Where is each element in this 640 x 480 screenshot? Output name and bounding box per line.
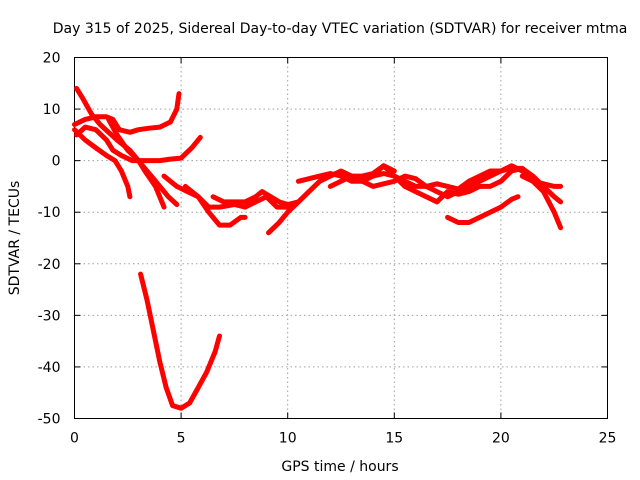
x-tick-label: 15 bbox=[385, 431, 403, 447]
x-tick-labels: 0 5 10 15 20 25 bbox=[70, 431, 616, 447]
y-tick-label: -10 bbox=[38, 205, 61, 221]
plot-frame bbox=[74, 57, 608, 419]
series-line-track-2 bbox=[72, 91, 182, 135]
series-line-track-10 bbox=[295, 165, 525, 200]
x-tick-label: 25 bbox=[599, 431, 617, 447]
series-layer bbox=[72, 85, 564, 411]
y-tick-label: -20 bbox=[38, 257, 61, 273]
series-line-track-6 bbox=[161, 173, 301, 210]
series-line-track-5 bbox=[106, 116, 167, 210]
series-line-track-9 bbox=[266, 199, 301, 236]
x-tick-label: 0 bbox=[70, 431, 79, 447]
y-tick-label: 20 bbox=[43, 51, 61, 67]
x-axis-label: GPS time / hours bbox=[281, 459, 398, 475]
grid-lines bbox=[74, 57, 608, 419]
series-line-track-15 bbox=[138, 271, 222, 411]
series-line-track-3 bbox=[72, 127, 133, 200]
x-tick-label: 5 bbox=[177, 431, 186, 447]
y-tick-labels: -50 -40 -30 -20 -10 0 10 20 bbox=[38, 51, 61, 428]
axis-ticks bbox=[74, 57, 608, 419]
x-tick-label: 20 bbox=[492, 431, 510, 447]
chart-title: Day 315 of 2025, Sidereal Day-to-day VTE… bbox=[53, 21, 628, 37]
y-tick-label: -30 bbox=[38, 308, 61, 324]
y-tick-label: 10 bbox=[43, 102, 61, 118]
y-tick-label: 0 bbox=[52, 154, 61, 170]
y-tick-label: -50 bbox=[38, 412, 61, 428]
x-tick-label: 10 bbox=[279, 431, 297, 447]
y-axis-label: SDTVAR / TECUs bbox=[7, 181, 23, 296]
series-line-track-14 bbox=[519, 173, 564, 189]
series-line-track-13 bbox=[445, 194, 521, 225]
series-line-track-7 bbox=[182, 183, 248, 228]
series-line-track-4 bbox=[74, 124, 203, 164]
y-tick-label: -40 bbox=[38, 360, 61, 376]
